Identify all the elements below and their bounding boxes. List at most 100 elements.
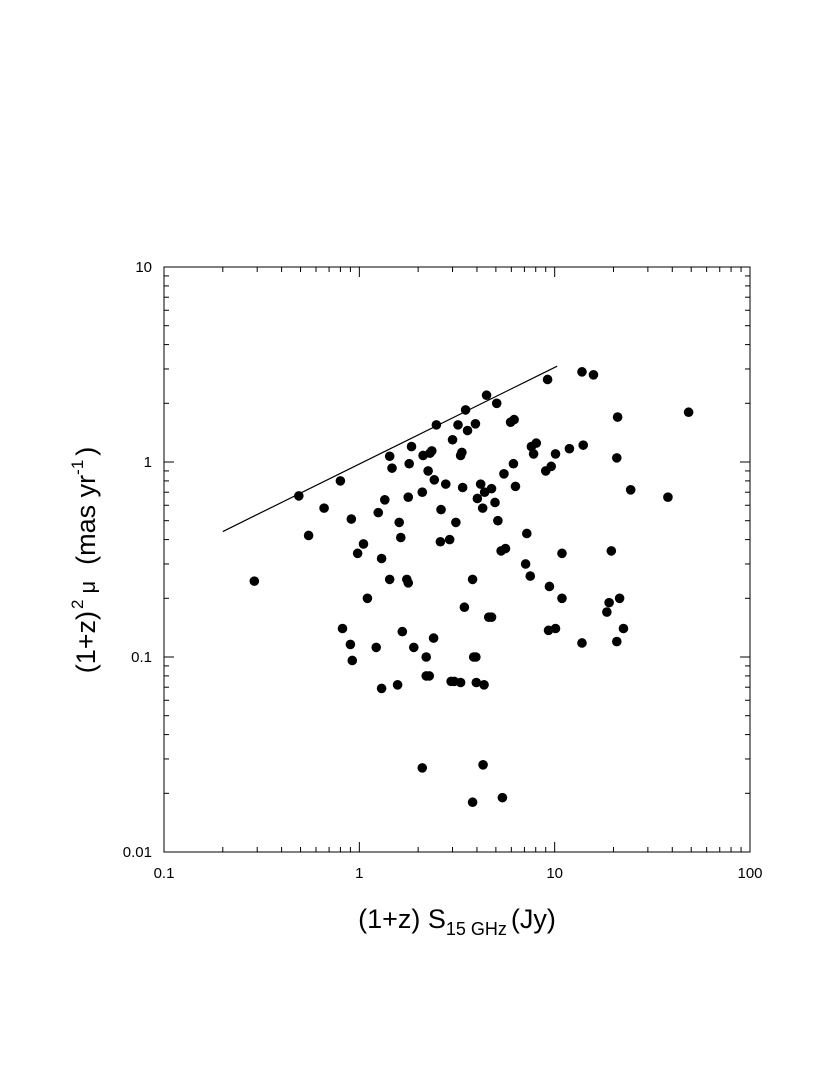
data-point <box>508 458 519 469</box>
data-point <box>294 491 304 501</box>
data-point <box>497 792 508 803</box>
data-point <box>460 405 471 415</box>
y-axis-title-prefix: (1+z) <box>71 611 101 673</box>
data-point <box>544 581 555 592</box>
data-point <box>428 633 439 643</box>
data-point <box>479 680 489 690</box>
x-axis-title: (1+z) S15 GHz (Jy) <box>358 904 556 939</box>
data-point <box>319 503 329 513</box>
data-point <box>625 485 636 495</box>
data-point <box>477 503 488 513</box>
data-point <box>417 763 428 773</box>
data-point <box>429 475 440 485</box>
data-point <box>459 602 470 613</box>
data-point <box>392 680 403 690</box>
axis-ticks <box>163 267 750 853</box>
data-point <box>358 539 369 549</box>
data-point <box>447 434 458 445</box>
data-point <box>564 443 575 454</box>
data-point <box>379 494 390 505</box>
data-point <box>335 476 346 486</box>
data-point <box>618 623 629 634</box>
data-point <box>387 463 397 473</box>
y-tick-label: 0.01 <box>123 844 152 861</box>
data-point <box>683 407 694 418</box>
data-point <box>394 517 405 528</box>
data-point <box>663 492 673 502</box>
data-point <box>467 574 478 585</box>
data-point <box>347 655 358 666</box>
data-point <box>550 449 561 459</box>
data-point <box>376 553 387 564</box>
data-point <box>444 534 455 545</box>
data-point <box>423 466 433 476</box>
y-axis-title-exponent: 2 <box>68 600 87 609</box>
data-point <box>614 593 625 604</box>
data-point <box>457 482 468 493</box>
data-point <box>395 532 406 543</box>
data-point <box>384 451 395 462</box>
data-point <box>457 447 467 458</box>
data-point <box>462 425 473 436</box>
y-tick-label: 10 <box>135 259 152 276</box>
data-point <box>471 652 481 662</box>
x-tick-labels: 0.1 1 10 100 <box>154 865 763 882</box>
y-tick-labels: 0.01 0.1 1 10 <box>123 259 152 861</box>
x-tick-label: 1 <box>355 865 363 882</box>
data-point <box>467 797 478 808</box>
data-point <box>588 370 599 380</box>
data-point <box>491 398 502 409</box>
data-point <box>612 412 623 422</box>
x-axis-title-suffix: (Jy) <box>511 904 556 934</box>
data-point <box>490 497 500 508</box>
data-point <box>435 536 446 547</box>
data-point <box>403 492 414 502</box>
data-point <box>578 440 589 450</box>
data-point <box>500 543 511 554</box>
data-point <box>403 578 414 588</box>
x-axis-title-subscript: 15 GHz <box>446 919 507 939</box>
data-point <box>577 638 587 648</box>
y-tick-label: 1 <box>144 454 152 471</box>
data-point <box>486 612 497 622</box>
data-point <box>602 607 612 617</box>
data-point <box>543 625 554 636</box>
data-point <box>486 483 497 494</box>
y-axis-title-unit-close: ) <box>71 447 101 456</box>
data-point <box>499 468 509 479</box>
x-axis-title-main: (1+z) S <box>358 904 446 934</box>
data-point <box>417 487 428 498</box>
data-point <box>397 626 408 637</box>
data-point <box>521 528 532 539</box>
data-point <box>362 593 373 604</box>
data-point <box>520 559 531 569</box>
data-point <box>611 453 622 463</box>
data-point <box>451 517 461 528</box>
data-point <box>406 441 417 452</box>
data-point <box>440 479 451 489</box>
data-point <box>421 652 432 662</box>
data-point <box>481 390 492 401</box>
plot-frame <box>163 266 751 853</box>
data-point <box>453 420 463 430</box>
data-point <box>471 677 482 688</box>
data-point <box>606 546 617 556</box>
data-point <box>345 639 356 650</box>
y-axis-title: (1+z) 2 μ (mas yr-1) <box>68 447 101 674</box>
y-tick-label: 0.1 <box>131 649 152 666</box>
data-point <box>475 479 486 489</box>
data-point <box>373 507 384 518</box>
data-point <box>472 493 483 504</box>
data-point <box>431 420 442 430</box>
data-point <box>528 449 539 459</box>
data-point <box>557 593 567 604</box>
data-point <box>352 548 363 559</box>
x-tick-label: 100 <box>737 865 762 882</box>
data-point <box>249 576 260 586</box>
data-point <box>376 683 387 694</box>
data-point <box>604 597 614 608</box>
data-point <box>542 374 553 385</box>
data-point <box>546 461 557 472</box>
data-point <box>478 760 488 770</box>
